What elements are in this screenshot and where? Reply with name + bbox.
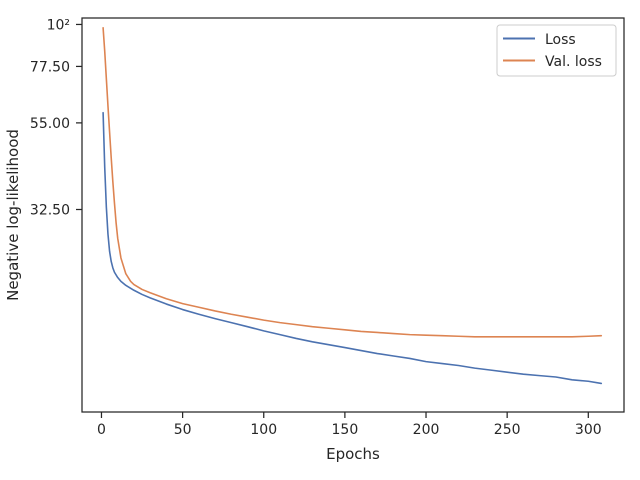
- x-tick-label: 300: [575, 422, 602, 438]
- series-line-loss: [102, 111, 603, 385]
- x-axis-label: Epochs: [326, 445, 380, 463]
- x-tick-label: 100: [250, 422, 277, 438]
- y-tick-label: 55.00: [30, 116, 70, 132]
- y-tick-label: 10²: [47, 17, 70, 33]
- y-tick-label: 32.50: [30, 203, 70, 219]
- x-tick-label: 150: [332, 422, 359, 438]
- legend: Loss Val. loss: [496, 24, 617, 77]
- series-layer: [102, 26, 603, 385]
- x-tick-label: 50: [174, 422, 192, 438]
- plot-frame: [81, 17, 625, 413]
- axis-layer: 0 50 100 150 200 250 300 10² 77.50 55.00 32.50: [30, 17, 602, 438]
- x-tick-label: 250: [494, 422, 521, 438]
- legend-label-loss: Loss: [545, 32, 576, 48]
- legend-label-val-loss: Val. loss: [545, 54, 602, 70]
- series-line-val-loss: [102, 26, 603, 338]
- y-tick-label: 77.50: [30, 59, 70, 75]
- x-tick-label: 0: [97, 422, 106, 438]
- x-tick-label: 200: [413, 422, 440, 438]
- y-axis-label: Negative log-likelihood: [4, 129, 22, 301]
- plot-area: [82, 18, 624, 412]
